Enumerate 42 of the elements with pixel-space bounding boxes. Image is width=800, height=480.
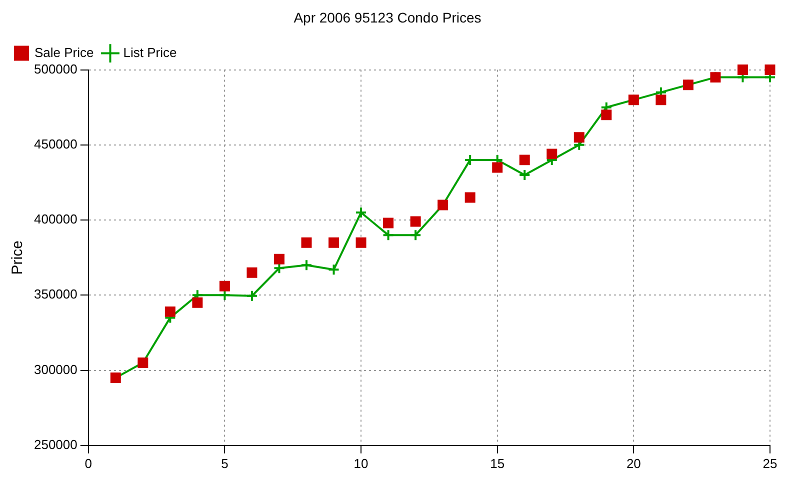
point: [355, 206, 368, 219]
point: [328, 237, 340, 248]
x-tick-label: 25: [762, 456, 778, 471]
x-tick-label: 20: [626, 456, 641, 471]
point: [246, 290, 258, 302]
point: [519, 154, 530, 166]
y-tick-label: 450000: [34, 136, 78, 152]
point: [301, 237, 312, 248]
point: [518, 168, 531, 181]
point: [464, 192, 476, 203]
point: [192, 297, 203, 308]
y-tick-label: 400000: [34, 212, 78, 227]
point: [219, 280, 230, 292]
point: [164, 306, 176, 317]
point: [656, 94, 666, 106]
y-axis-title: Price: [9, 240, 26, 275]
point: [601, 110, 612, 120]
point: [382, 229, 394, 242]
y-tick-label: 250000: [34, 436, 78, 452]
x-tick-label: 5: [221, 456, 228, 471]
point: [300, 259, 312, 272]
legend-label: Sale Price: [34, 44, 94, 60]
point: [410, 216, 421, 227]
point: [764, 64, 776, 76]
point: [737, 64, 748, 76]
point: [274, 254, 284, 264]
point: [356, 237, 366, 248]
x-tick-label: 0: [84, 456, 92, 471]
x-tick-label: 10: [354, 456, 368, 471]
y-tick-label: 350000: [34, 286, 78, 302]
point: [328, 264, 340, 276]
point: [246, 267, 258, 278]
y-tick-label: 500000: [34, 61, 78, 76]
x-tick-label: 15: [490, 456, 505, 471]
point: [410, 229, 422, 242]
point: [383, 218, 394, 228]
point: [574, 132, 584, 143]
point: [546, 148, 558, 160]
chart-title: Apr 2006 95123 Condo Prices: [294, 9, 482, 26]
point: [492, 162, 503, 173]
y-tick-label: 300000: [34, 362, 78, 377]
legend-label: List Price: [123, 44, 177, 60]
